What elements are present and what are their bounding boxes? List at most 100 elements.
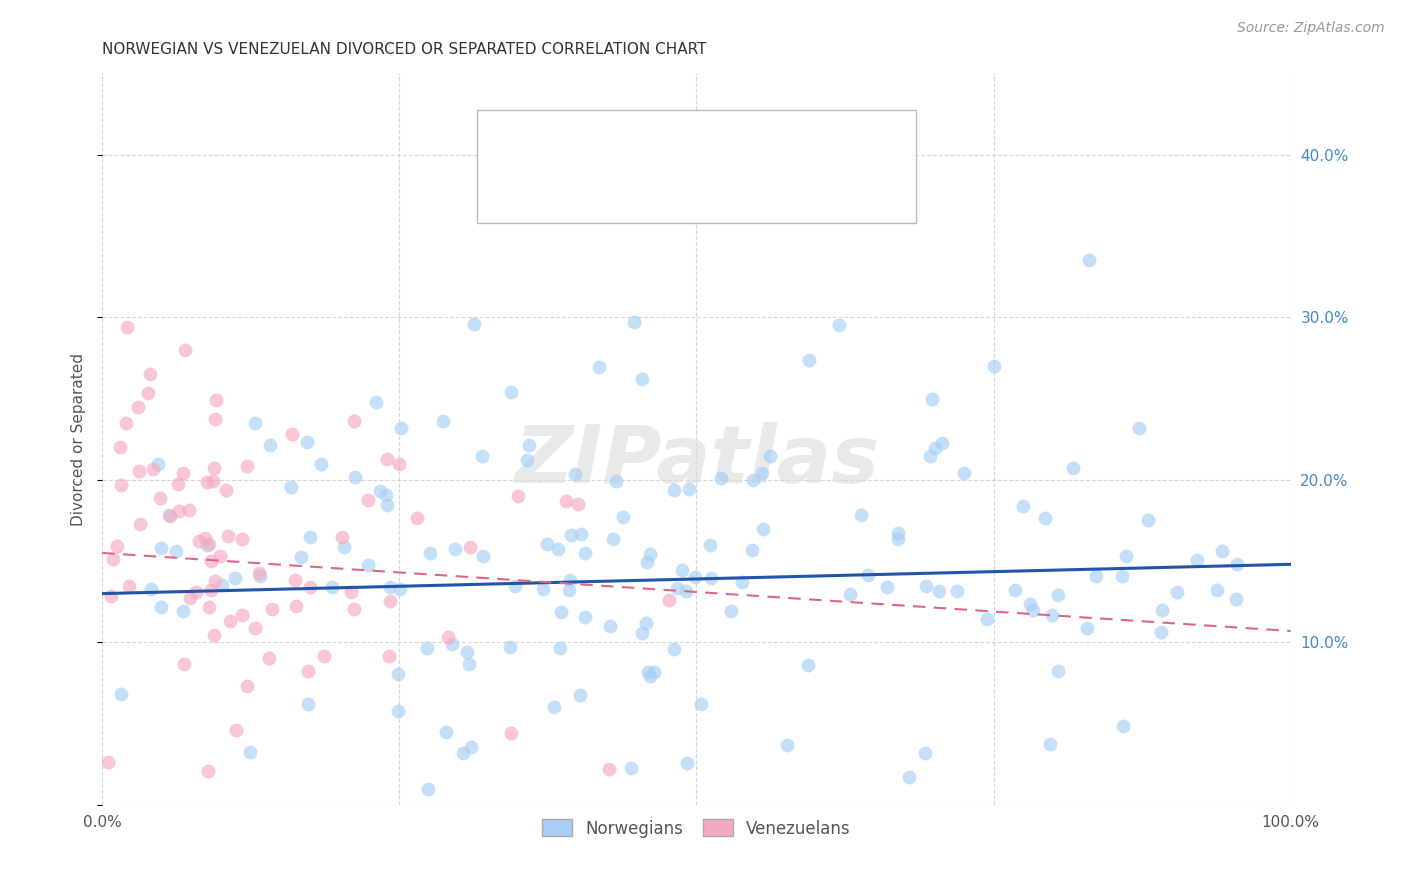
Point bbox=[419, 545, 441, 559]
Point bbox=[1136, 513, 1159, 527]
Point bbox=[198, 537, 221, 551]
Point bbox=[215, 483, 238, 497]
Point bbox=[174, 343, 197, 357]
Point bbox=[983, 359, 1005, 373]
Point bbox=[505, 579, 527, 593]
Point bbox=[406, 510, 429, 524]
Point bbox=[797, 657, 820, 672]
Point bbox=[202, 628, 225, 642]
Point bbox=[759, 450, 782, 464]
Point bbox=[620, 761, 643, 775]
Point bbox=[202, 474, 225, 488]
Point bbox=[751, 466, 773, 480]
Point bbox=[378, 580, 401, 594]
Point bbox=[456, 645, 478, 659]
Point bbox=[612, 510, 634, 524]
Point bbox=[499, 384, 522, 399]
Point bbox=[458, 540, 481, 554]
Point bbox=[1115, 549, 1137, 564]
Point bbox=[776, 738, 799, 752]
Point bbox=[1040, 607, 1063, 622]
Point bbox=[179, 591, 201, 606]
Point bbox=[1004, 582, 1026, 597]
Point bbox=[239, 745, 262, 759]
Point bbox=[312, 648, 335, 663]
Point bbox=[588, 360, 610, 375]
Point bbox=[139, 367, 162, 381]
Point bbox=[856, 568, 879, 582]
Point bbox=[136, 386, 159, 401]
Point bbox=[451, 746, 474, 760]
Point bbox=[550, 605, 572, 619]
Point bbox=[602, 532, 624, 546]
Legend: Norwegians, Venezuelans: Norwegians, Venezuelans bbox=[536, 813, 858, 844]
Point bbox=[204, 412, 226, 426]
Point bbox=[914, 746, 936, 760]
Point bbox=[1076, 621, 1098, 635]
Point bbox=[1085, 569, 1108, 583]
Point bbox=[664, 642, 686, 657]
Point bbox=[1225, 591, 1247, 606]
Point bbox=[387, 704, 409, 718]
Point bbox=[97, 755, 120, 769]
Point bbox=[434, 725, 457, 739]
Point bbox=[146, 457, 169, 471]
Point bbox=[129, 517, 152, 532]
Point bbox=[924, 441, 946, 455]
Point bbox=[598, 762, 620, 776]
Point bbox=[953, 466, 976, 480]
Point bbox=[257, 650, 280, 665]
Point bbox=[458, 657, 481, 671]
Point bbox=[297, 665, 319, 679]
Point bbox=[1039, 737, 1062, 751]
Point bbox=[284, 599, 307, 613]
Point bbox=[198, 599, 221, 614]
Point bbox=[799, 352, 821, 367]
Point bbox=[1033, 511, 1056, 525]
Point bbox=[640, 669, 662, 683]
Point bbox=[547, 542, 569, 557]
Point bbox=[508, 489, 530, 503]
Point bbox=[236, 458, 259, 473]
Point bbox=[636, 556, 658, 570]
Point bbox=[388, 457, 411, 471]
Point bbox=[297, 697, 319, 711]
Point bbox=[1022, 603, 1045, 617]
Point bbox=[741, 473, 763, 487]
Point bbox=[915, 579, 938, 593]
Point bbox=[637, 665, 659, 679]
Point bbox=[1046, 664, 1069, 678]
Point bbox=[690, 697, 713, 711]
Point bbox=[664, 483, 686, 498]
Point bbox=[921, 392, 943, 407]
Point bbox=[247, 566, 270, 580]
Point bbox=[231, 532, 253, 546]
Point bbox=[1077, 253, 1099, 268]
Point bbox=[110, 478, 132, 492]
Point bbox=[225, 723, 247, 737]
Point bbox=[531, 582, 554, 596]
Point bbox=[444, 541, 467, 556]
Point bbox=[298, 531, 321, 545]
Point bbox=[249, 568, 271, 582]
Point bbox=[169, 504, 191, 518]
Point bbox=[471, 449, 494, 463]
Point bbox=[658, 592, 681, 607]
Point bbox=[569, 527, 592, 541]
Point bbox=[569, 688, 592, 702]
Point bbox=[630, 372, 652, 386]
Point bbox=[374, 488, 396, 502]
Point bbox=[208, 549, 231, 563]
Point bbox=[1111, 569, 1133, 583]
Point bbox=[344, 470, 367, 484]
Point bbox=[150, 541, 173, 555]
Point bbox=[211, 578, 233, 592]
Point bbox=[103, 552, 125, 566]
Point bbox=[173, 657, 195, 671]
Point bbox=[224, 571, 246, 585]
Point bbox=[1185, 553, 1208, 567]
Point bbox=[605, 475, 627, 489]
Point bbox=[236, 679, 259, 693]
Point bbox=[343, 414, 366, 428]
Point bbox=[839, 587, 862, 601]
